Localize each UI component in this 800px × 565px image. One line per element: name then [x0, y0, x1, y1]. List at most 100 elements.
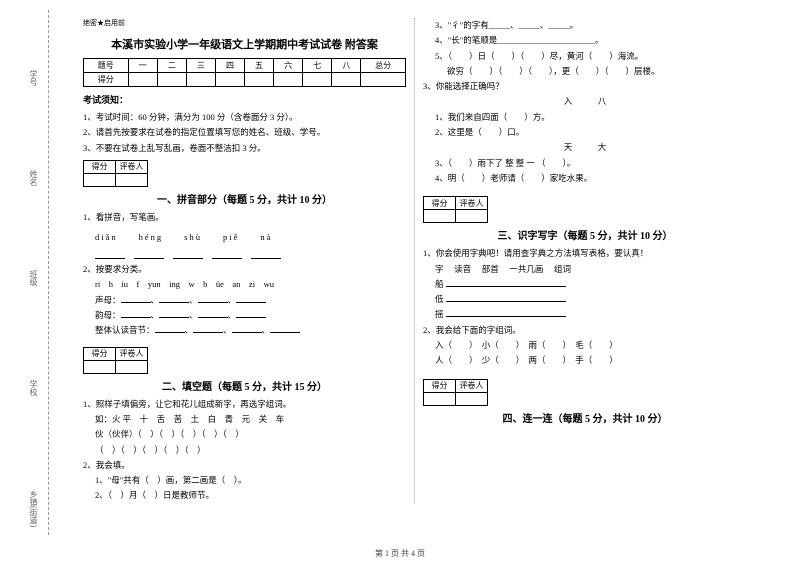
exam-page: 乡镇(街道) 学校 班级 姓名 学号 绝密★启用前 本溪市实验小学一年级语文上学…: [0, 0, 800, 565]
dict-char: 船: [435, 279, 444, 289]
chars2: 天 大: [423, 140, 747, 155]
binding-label-class: 班级: [28, 270, 39, 286]
score-table: 题号 一 二 三 四 五 六 七 八 总分 得分: [83, 58, 406, 87]
section1-title: 一、拼音部分（每题 5 分，共计 10 分）: [83, 191, 406, 206]
td-blank[interactable]: [274, 73, 303, 87]
td-blank[interactable]: [157, 73, 186, 87]
notice-item: 2、请首先按要求在试卷的指定位置填写您的姓名、班级、学号。: [83, 125, 406, 140]
section4-title: 四、连一连（每题 5 分，共计 10 分）: [423, 410, 747, 425]
th-7: 七: [303, 59, 332, 73]
td-blank[interactable]: [361, 73, 406, 87]
th-4: 四: [215, 59, 244, 73]
th-3: 三: [186, 59, 215, 73]
label-yunmu: 韵母：: [95, 310, 121, 320]
dict-row: 船: [423, 277, 747, 292]
box-score: 得分: [84, 347, 116, 360]
exam-title: 本溪市实验小学一年级语文上学期期中考试试卷 附答案: [83, 36, 406, 52]
notice-heading: 考试须知：: [83, 93, 406, 106]
grader-box: 得分评卷人: [83, 160, 148, 187]
q3: 3、你能选择正确吗？: [423, 79, 747, 94]
word-row1: 入（ ） 小（ ） 雨（ ） 毛（ ）: [423, 338, 747, 353]
zhengti-row: 整体认读音节：、、、: [83, 323, 406, 338]
binding-label-id: 学号: [28, 70, 39, 86]
q2-1: 1、照样子填偏旁，让它和花儿组成新字，再选字组词。: [83, 397, 406, 412]
yunmu-row: 韵母：、、、: [83, 308, 406, 323]
example-row2: 伙（伙伴）（ ）（ ）（ ）（ ）（ ）: [83, 427, 406, 442]
chars1: 入 八: [423, 94, 747, 109]
r2: 4、"长"的笔顺是_______________________。: [423, 33, 747, 48]
q3-1: 1、你会使用字典吧！请用查字典之方法填写表格，要认真！: [423, 246, 747, 261]
r4: 欲穷（ ）（ ）（ ），更（ ）（ ）层楼。: [423, 64, 747, 79]
page-footer: 第 1 页 共 4 页: [0, 548, 800, 559]
label-shengmu: 声母：: [95, 295, 121, 305]
th-num: 题号: [84, 59, 129, 73]
i3-2: 2、这里是（ ）口。: [423, 125, 747, 140]
td-blank[interactable]: [186, 73, 215, 87]
box-grader: 评卷人: [456, 197, 488, 210]
box-score: 得分: [424, 379, 456, 392]
td-blank[interactable]: [303, 73, 332, 87]
pinyin-row2: ri h iu f yun ing w b üe an zi wu: [83, 277, 406, 292]
notice-item: 3、不要在试卷上乱写乱画，卷面不整洁扣 3 分。: [83, 141, 406, 156]
binding-dashed-line: [48, 10, 49, 535]
box-blank[interactable]: [424, 392, 456, 405]
box-grader: 评卷人: [456, 379, 488, 392]
box-blank[interactable]: [456, 392, 488, 405]
q3-2: 2、我会给下面的字组词。: [423, 323, 747, 338]
td-blank[interactable]: [332, 73, 361, 87]
binding-strip: 乡镇(街道) 学校 班级 姓名 学号: [28, 0, 68, 545]
grader-box: 得分评卷人: [83, 347, 148, 374]
example-row: 如：火 平 十 舌 苦 土 白 青 元 关 车: [83, 412, 406, 427]
th-2: 二: [157, 59, 186, 73]
dict-char: 低: [435, 294, 444, 304]
td-blank[interactable]: [128, 73, 157, 87]
example-row3: （ ）（ ）（ ）（ ）（ ）: [83, 443, 406, 458]
binding-label-township: 乡镇(街道): [28, 490, 39, 527]
answer-blanks[interactable]: [83, 249, 406, 262]
i3-3: 3、（ ）雨下了 整 整 一 （ ）。: [423, 156, 747, 171]
section3-title: 三、识字写字（每题 5 分，共计 10 分）: [423, 227, 747, 242]
box-blank[interactable]: [456, 210, 488, 223]
th-5: 五: [244, 59, 273, 73]
right-column: 3、"彳"的字有_____、_____、_____。 4、"长"的笔顺是____…: [415, 18, 755, 504]
dict-char: 摇: [435, 309, 444, 319]
td-blank[interactable]: [244, 73, 273, 87]
score-header-row: 题号 一 二 三 四 五 六 七 八 总分: [84, 59, 406, 73]
notice-item: 1、考试时间：60 分钟，满分为 100 分（含卷面分 3 分）。: [83, 110, 406, 125]
i3-1: 1、我们来自四面（ ）方。: [423, 110, 747, 125]
td-label: 得分: [84, 73, 129, 87]
grader-box: 得分评卷人: [423, 196, 488, 223]
box-blank[interactable]: [84, 360, 116, 373]
shengmu-row: 声母：、、、: [83, 293, 406, 308]
th-8: 八: [332, 59, 361, 73]
content-area: 绝密★启用前 本溪市实验小学一年级语文上学期期中考试试卷 附答案 题号 一 二 …: [75, 18, 775, 504]
box-blank[interactable]: [116, 173, 148, 186]
table-header: 字 读音 部首 一共几画 组词: [423, 262, 747, 277]
label-zhengti: 整体认读音节：: [95, 325, 155, 335]
q1-2: 2、按要求分类。: [83, 262, 406, 277]
r1: 3、"彳"的字有_____、_____、_____。: [423, 18, 747, 33]
i3-4: 4、明（ ）老师请（ ）家吃水果。: [423, 171, 747, 186]
word-row2: 人（ ） 少（ ） 两（ ） 手（ ）: [423, 353, 747, 368]
q2-2: 2、我会填。: [83, 458, 406, 473]
box-blank[interactable]: [424, 210, 456, 223]
binding-label-name: 姓名: [28, 170, 39, 186]
dict-row: 摇: [423, 307, 747, 322]
td-blank[interactable]: [215, 73, 244, 87]
r3: 5、（ ）日（ ）（ ）尽，黄河（ ）海流。: [423, 49, 747, 64]
dict-row: 低: [423, 292, 747, 307]
box-blank[interactable]: [116, 360, 148, 373]
box-grader: 评卷人: [116, 160, 148, 173]
left-column: 绝密★启用前 本溪市实验小学一年级语文上学期期中考试试卷 附答案 题号 一 二 …: [75, 18, 415, 504]
th-total: 总分: [361, 59, 406, 73]
th-1: 一: [128, 59, 157, 73]
secret-label: 绝密★启用前: [83, 18, 406, 28]
section2-title: 二、填空题（每题 5 分，共计 15 分）: [83, 378, 406, 393]
score-value-row: 得分: [84, 73, 406, 87]
q1-1: 1、看拼音，写笔画。: [83, 210, 406, 225]
box-blank[interactable]: [84, 173, 116, 186]
item2-1: 1、"母"共有（ ）画，第二画是（ ）。: [83, 473, 406, 488]
box-grader: 评卷人: [116, 347, 148, 360]
box-score: 得分: [84, 160, 116, 173]
box-score: 得分: [424, 197, 456, 210]
